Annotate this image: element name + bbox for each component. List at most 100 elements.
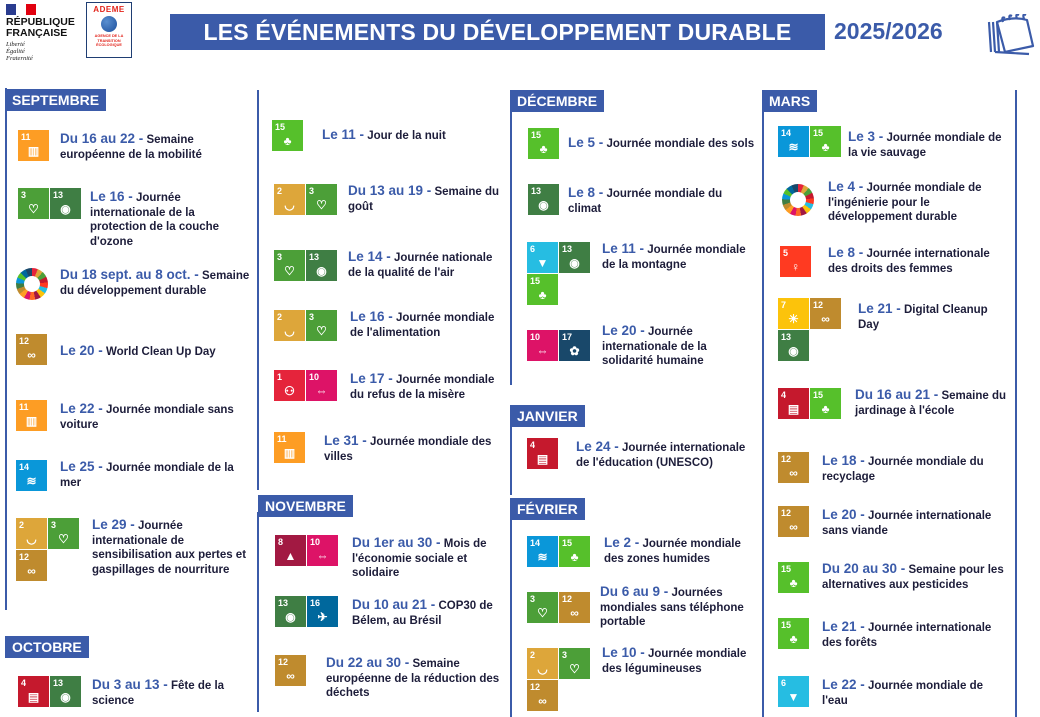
sdg-goal-17-icon: 17 ✿ <box>559 330 590 361</box>
sdg-goal-number: 2 <box>530 650 536 660</box>
event-date: Le 3 - <box>848 129 884 144</box>
sdg-goal-1-icon: 1 ⚇ <box>274 370 305 401</box>
sdg-goal-number: 3 <box>309 312 315 322</box>
month-header-4: JANVIER <box>510 405 585 427</box>
sdg-goal-number: 12 <box>813 300 824 310</box>
sdg-goal-12-icon: 12 ∞ <box>810 298 841 329</box>
month-header-5: FÉVRIER <box>510 498 585 520</box>
event-description: Journée mondiale du recyclage <box>822 456 984 483</box>
sdg-goal-number: 15 <box>781 620 792 630</box>
sdg-goal-12-icon: 12 ∞ <box>778 452 809 483</box>
event-item: Le 18 - Journée mondiale du recyclage <box>822 453 1008 484</box>
sdg-goal-number: 11 <box>21 132 31 142</box>
event-date: Le 18 - <box>822 453 865 468</box>
month-header-6: MARS <box>762 90 818 112</box>
sdg-goal-13-icon: 13 ◉ <box>50 188 81 219</box>
event-item: Le 17 - Journée mondiale du refus de la … <box>350 371 500 402</box>
sdg-glyph-icon: ◉ <box>569 256 580 270</box>
event-date: Du 1er au 30 - <box>352 535 441 550</box>
sdg-goal-11-icon: 11 ▥ <box>274 432 305 463</box>
event-description: Journée mondiale de l'alimentation <box>350 312 495 339</box>
event-description: Journée internationale de la protection … <box>90 192 220 248</box>
sdg-glyph-icon: ∞ <box>27 564 36 578</box>
event-date: Du 16 au 22 - <box>60 131 144 146</box>
sdg-goal-number: 5 <box>783 248 789 258</box>
sdg-glyph-icon: ⚇ <box>284 384 295 398</box>
event-date: Le 22 - <box>60 401 103 416</box>
sdg-goal-3-icon: 3 ♡ <box>274 250 305 281</box>
sdg-glyph-icon: ♣ <box>789 576 798 590</box>
sdg-goal-10-icon: 10 ⇔ <box>527 330 558 361</box>
month-header-2: NOVEMBRE <box>258 495 353 517</box>
sdg-goal-15-icon: 15 ♣ <box>778 562 809 593</box>
sdg-goal-number: 13 <box>531 186 542 196</box>
sdg-glyph-icon: ♣ <box>283 134 292 148</box>
sdg-goal-number: 13 <box>309 252 320 262</box>
sdg-glyph-icon: ◡ <box>26 532 37 546</box>
event-item: Le 22 - Journée mondiale de l'eau <box>822 677 1008 708</box>
event-date: Du 6 au 9 - <box>600 584 669 599</box>
sdg-goal-13-icon: 13 ◉ <box>778 330 809 361</box>
sdg-goal-number: 14 <box>781 128 792 138</box>
sdg-goal-4-icon: 4 ▤ <box>778 388 809 419</box>
event-date: Le 20 - <box>822 507 865 522</box>
sdg-goal-number: 3 <box>51 520 57 530</box>
republique-francaise-logo: RÉPUBLIQUE FRANÇAISE Liberté Égalité Fra… <box>6 4 76 62</box>
sdg-goal-number: 12 <box>781 454 792 464</box>
sdg-glyph-icon: ♡ <box>569 662 580 676</box>
sdg-goal-number: 16 <box>310 598 321 608</box>
sdg-goal-number: 6 <box>530 244 536 254</box>
column-divider <box>510 90 512 385</box>
sdg-glyph-icon: ◡ <box>537 662 548 676</box>
sdg-goal-number: 13 <box>278 598 289 608</box>
sdg-goal-13-icon: 13 ◉ <box>528 184 559 215</box>
sdg-goal-number: 13 <box>53 190 64 200</box>
event-description: Journée mondiale des villes <box>324 436 492 463</box>
event-item: Du 10 au 21 - COP30 de Bélem, au Brésil <box>352 597 500 628</box>
sdg-goal-number: 1 <box>277 372 283 382</box>
event-description: Journée mondiale de l'ingénierie pour le… <box>828 182 982 223</box>
sdg-goal-3-icon: 3 ♡ <box>48 518 79 549</box>
event-item: Le 24 - Journée internationale de l'éduc… <box>576 439 756 470</box>
sdg-glyph-icon: ≋ <box>788 140 799 154</box>
event-description: World Clean Up Day <box>105 346 216 358</box>
sdg-glyph-icon: ♣ <box>538 288 547 302</box>
globe-icon <box>101 16 117 32</box>
event-item: Le 5 - Journée mondiale des sols <box>568 135 756 152</box>
event-date: Le 21 - <box>822 619 865 634</box>
sdg-goal-4-icon: 4 ▤ <box>18 676 49 707</box>
sdg-glyph-icon: ♡ <box>537 606 548 620</box>
sdg-goal-12-icon: 12 ∞ <box>16 550 47 581</box>
event-date: Le 17 - <box>350 371 393 386</box>
sdg-goal-15-icon: 15 ♣ <box>528 128 559 159</box>
sdg-goal-12-icon: 12 ∞ <box>275 655 306 686</box>
column-divider <box>762 90 764 717</box>
sdg-goal-number: 15 <box>813 128 824 138</box>
sdg-goal-8-icon: 8 ▲ <box>275 535 306 566</box>
event-description: Journée internationale de sensibilisatio… <box>92 520 247 576</box>
sdg-goal-number: 12 <box>19 552 30 562</box>
sdg-glyph-icon: ⇔ <box>536 344 549 358</box>
sdg-goal-6-icon: 6 ▼ <box>527 242 558 273</box>
sdg-glyph-icon: ♣ <box>570 550 579 564</box>
sdg-goal-2-icon: 2 ◡ <box>16 518 47 549</box>
event-description: Semaine pour les alternatives aux pestic… <box>822 564 1004 591</box>
sdg-goal-number: 2 <box>19 520 25 530</box>
sdg-goal-number: 7 <box>781 300 787 310</box>
sdg-goal-number: 15 <box>275 122 286 132</box>
sdg-goal-3-icon: 3 ♡ <box>527 592 558 623</box>
sdg-glyph-icon: ♀ <box>791 260 800 274</box>
event-date: Le 21 - <box>858 301 901 316</box>
sdg-goal-13-icon: 13 ◉ <box>559 242 590 273</box>
sdg-glyph-icon: ♣ <box>539 142 548 156</box>
sdg-glyph-icon: ▤ <box>536 452 549 466</box>
sdg-goal-number: 4 <box>781 390 787 400</box>
event-item: Du 18 sept. au 8 oct. - Semaine du dével… <box>60 267 250 298</box>
sdg-goal-15-icon: 15 ♣ <box>810 388 841 419</box>
sdg-goal-11-icon: 11 ▥ <box>18 130 49 161</box>
sdg-goal-number: 2 <box>277 312 283 322</box>
event-item: Le 16 - Journée mondiale de l'alimentati… <box>350 309 500 340</box>
sdg-goal-number: 4 <box>21 678 27 688</box>
sdg-goal-number: 17 <box>562 332 573 342</box>
